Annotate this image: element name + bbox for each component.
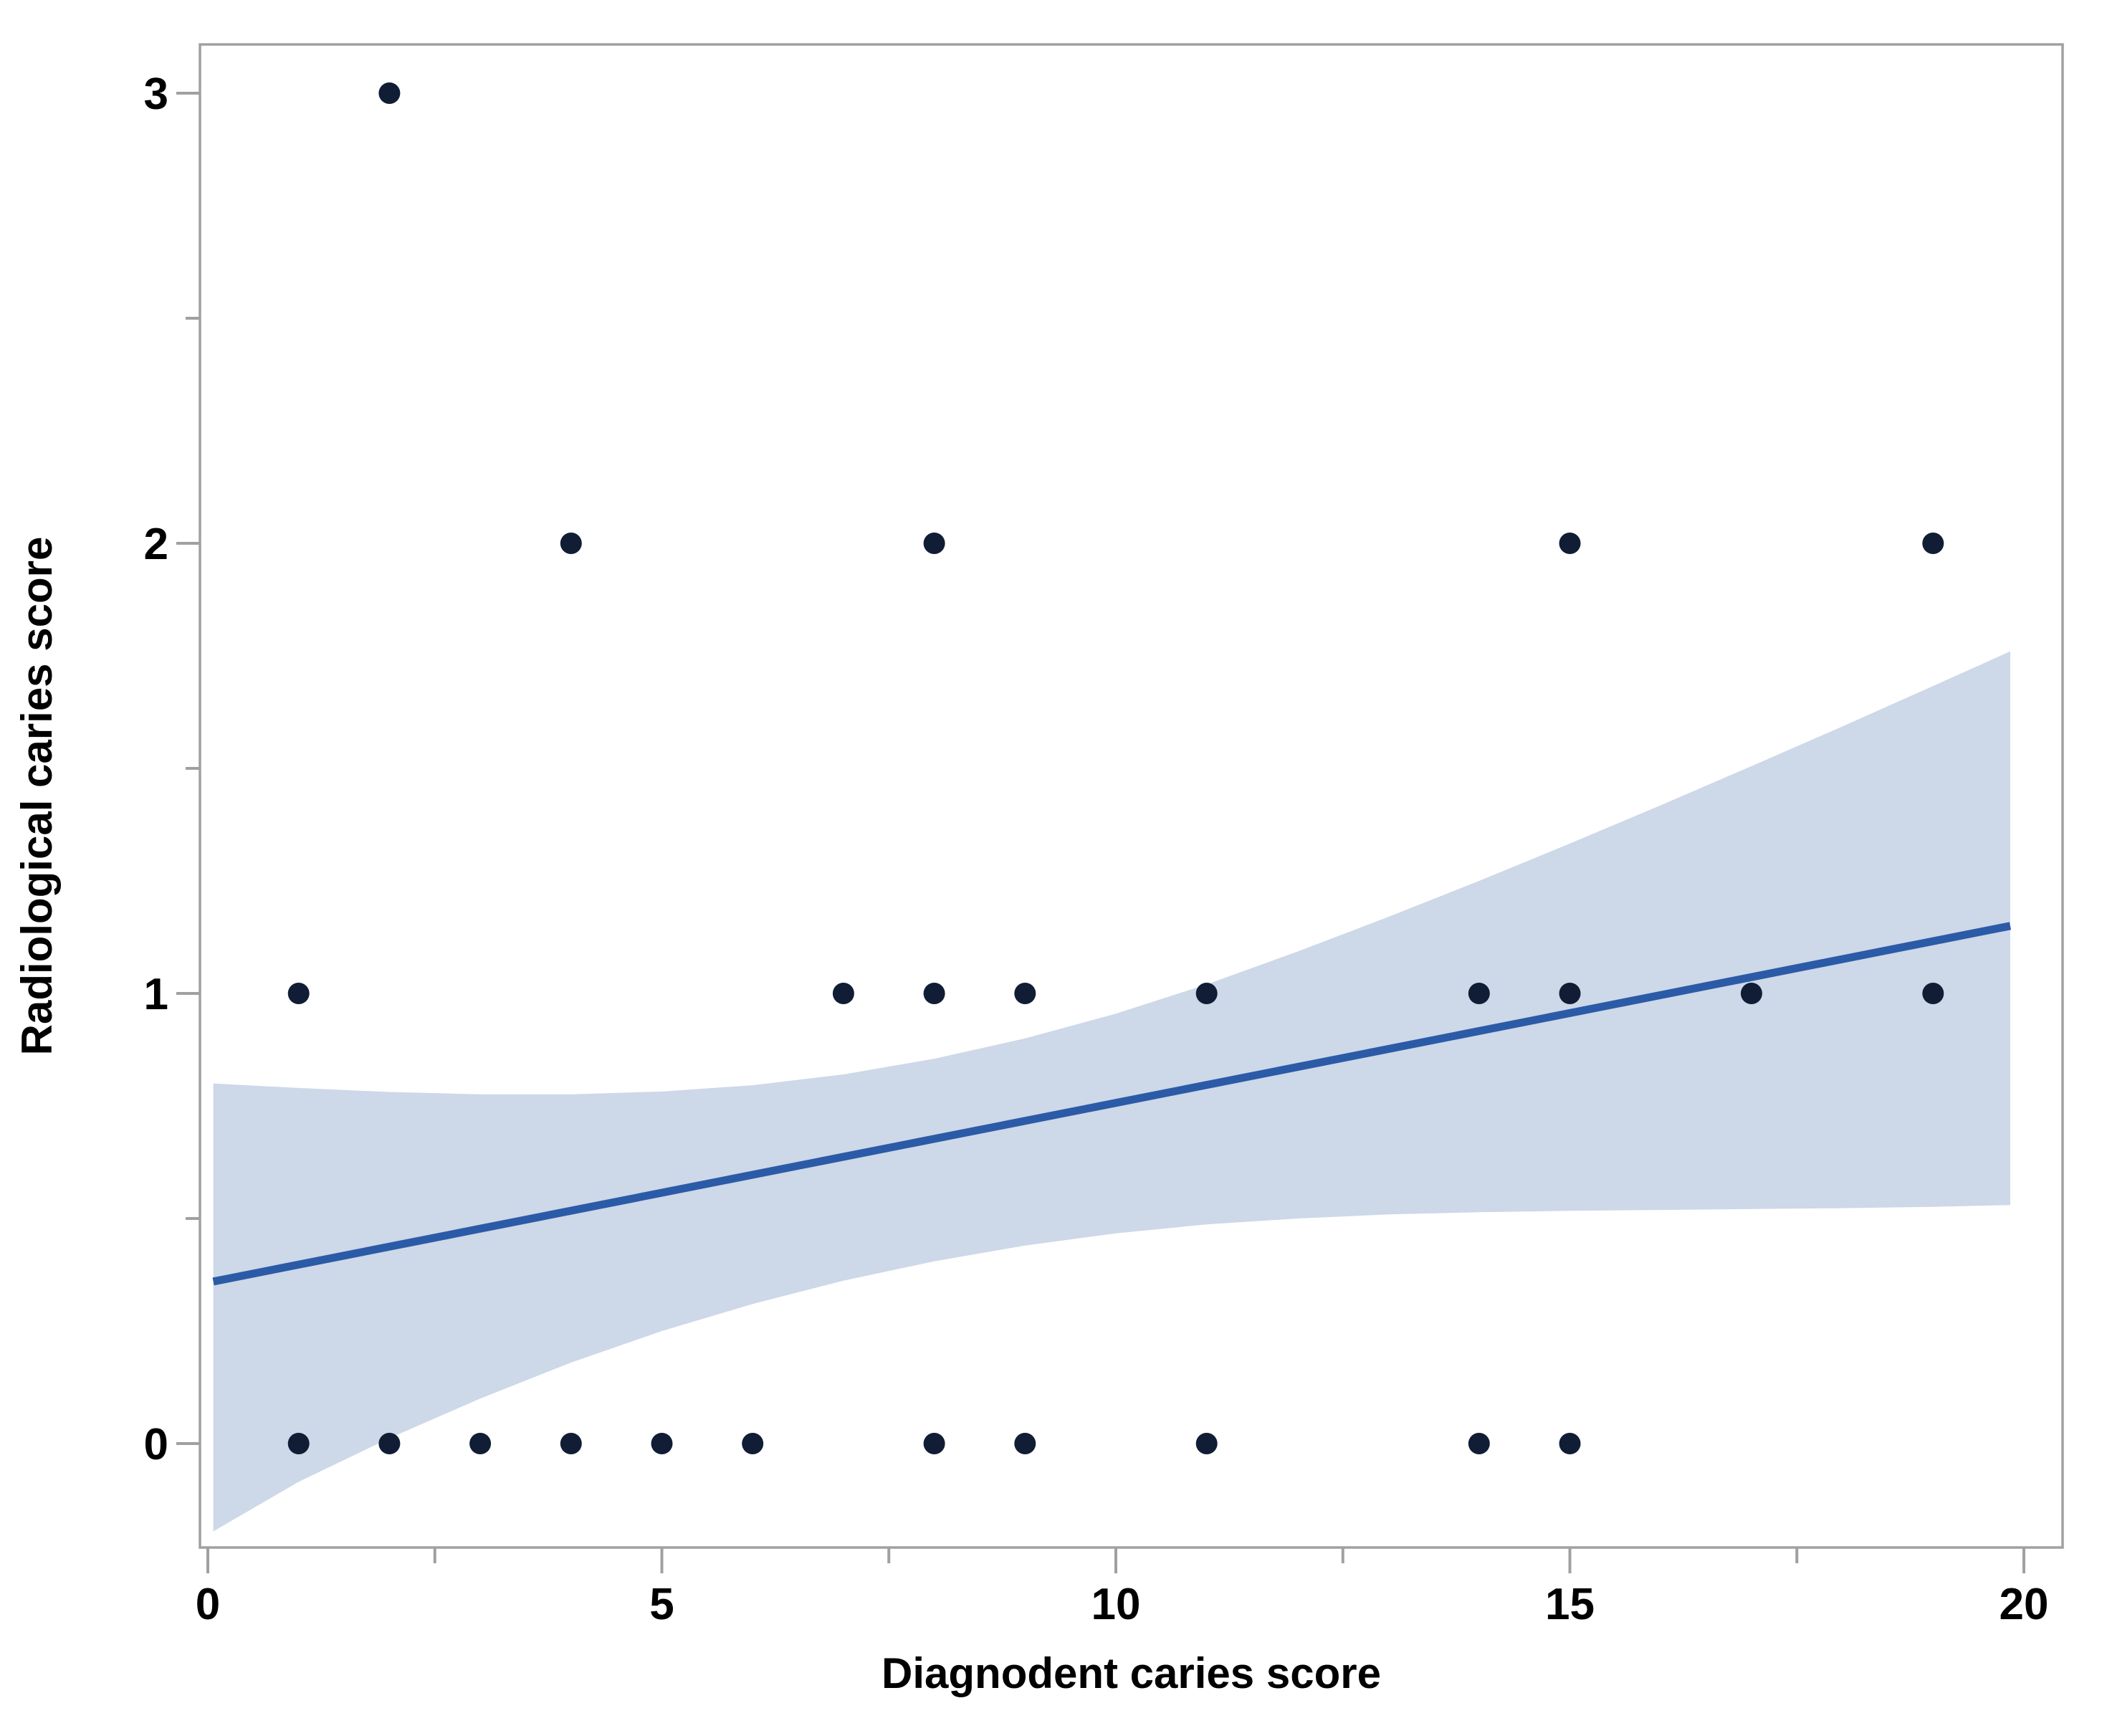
x-tick-label: 15 xyxy=(1545,1580,1595,1629)
data-point xyxy=(1468,983,1490,1004)
data-point xyxy=(1922,533,1944,554)
x-tick-label: 10 xyxy=(1091,1580,1141,1629)
data-point xyxy=(1740,983,1762,1004)
plot-frame xyxy=(199,43,2064,1549)
data-point xyxy=(287,983,310,1004)
data-points-group xyxy=(287,82,1944,1454)
data-point xyxy=(378,82,401,104)
y-tick-label: 1 xyxy=(144,970,168,1019)
y-axis-title: Radiological caries score xyxy=(13,537,61,1056)
data-point xyxy=(1922,983,1944,1004)
y-tick-label: 2 xyxy=(144,520,168,569)
y-tick-label: 3 xyxy=(144,70,168,119)
data-point xyxy=(1559,533,1581,554)
data-point xyxy=(560,533,582,554)
data-point xyxy=(742,1433,764,1454)
data-point xyxy=(1014,983,1036,1004)
tick-labels-group: 0 5 10 15 20 0 1 2 3 xyxy=(144,70,2049,1629)
confidence-band xyxy=(213,651,2010,1532)
data-point xyxy=(378,1433,401,1454)
data-point xyxy=(560,1433,582,1454)
data-point xyxy=(923,1433,945,1454)
data-point xyxy=(1195,1433,1218,1454)
data-point xyxy=(1559,983,1581,1004)
data-point xyxy=(1014,1433,1036,1454)
data-point xyxy=(1468,1433,1490,1454)
x-axis-title: Diagnodent caries score xyxy=(882,1649,1381,1697)
confidence-band-group xyxy=(213,651,2010,1532)
x-tick-label: 0 xyxy=(196,1580,220,1629)
x-tick-label: 5 xyxy=(649,1580,674,1629)
regression-line xyxy=(212,922,2012,1286)
data-point xyxy=(1559,1433,1581,1454)
data-point xyxy=(287,1433,310,1454)
data-point xyxy=(832,983,854,1004)
axis-ticks-group xyxy=(176,92,2025,1573)
x-tick-label: 20 xyxy=(2000,1580,2049,1629)
data-point xyxy=(923,983,945,1004)
data-point xyxy=(1195,983,1218,1004)
data-point xyxy=(923,533,945,554)
y-tick-label: 0 xyxy=(144,1420,168,1469)
data-point xyxy=(651,1433,673,1454)
data-point xyxy=(469,1433,492,1454)
